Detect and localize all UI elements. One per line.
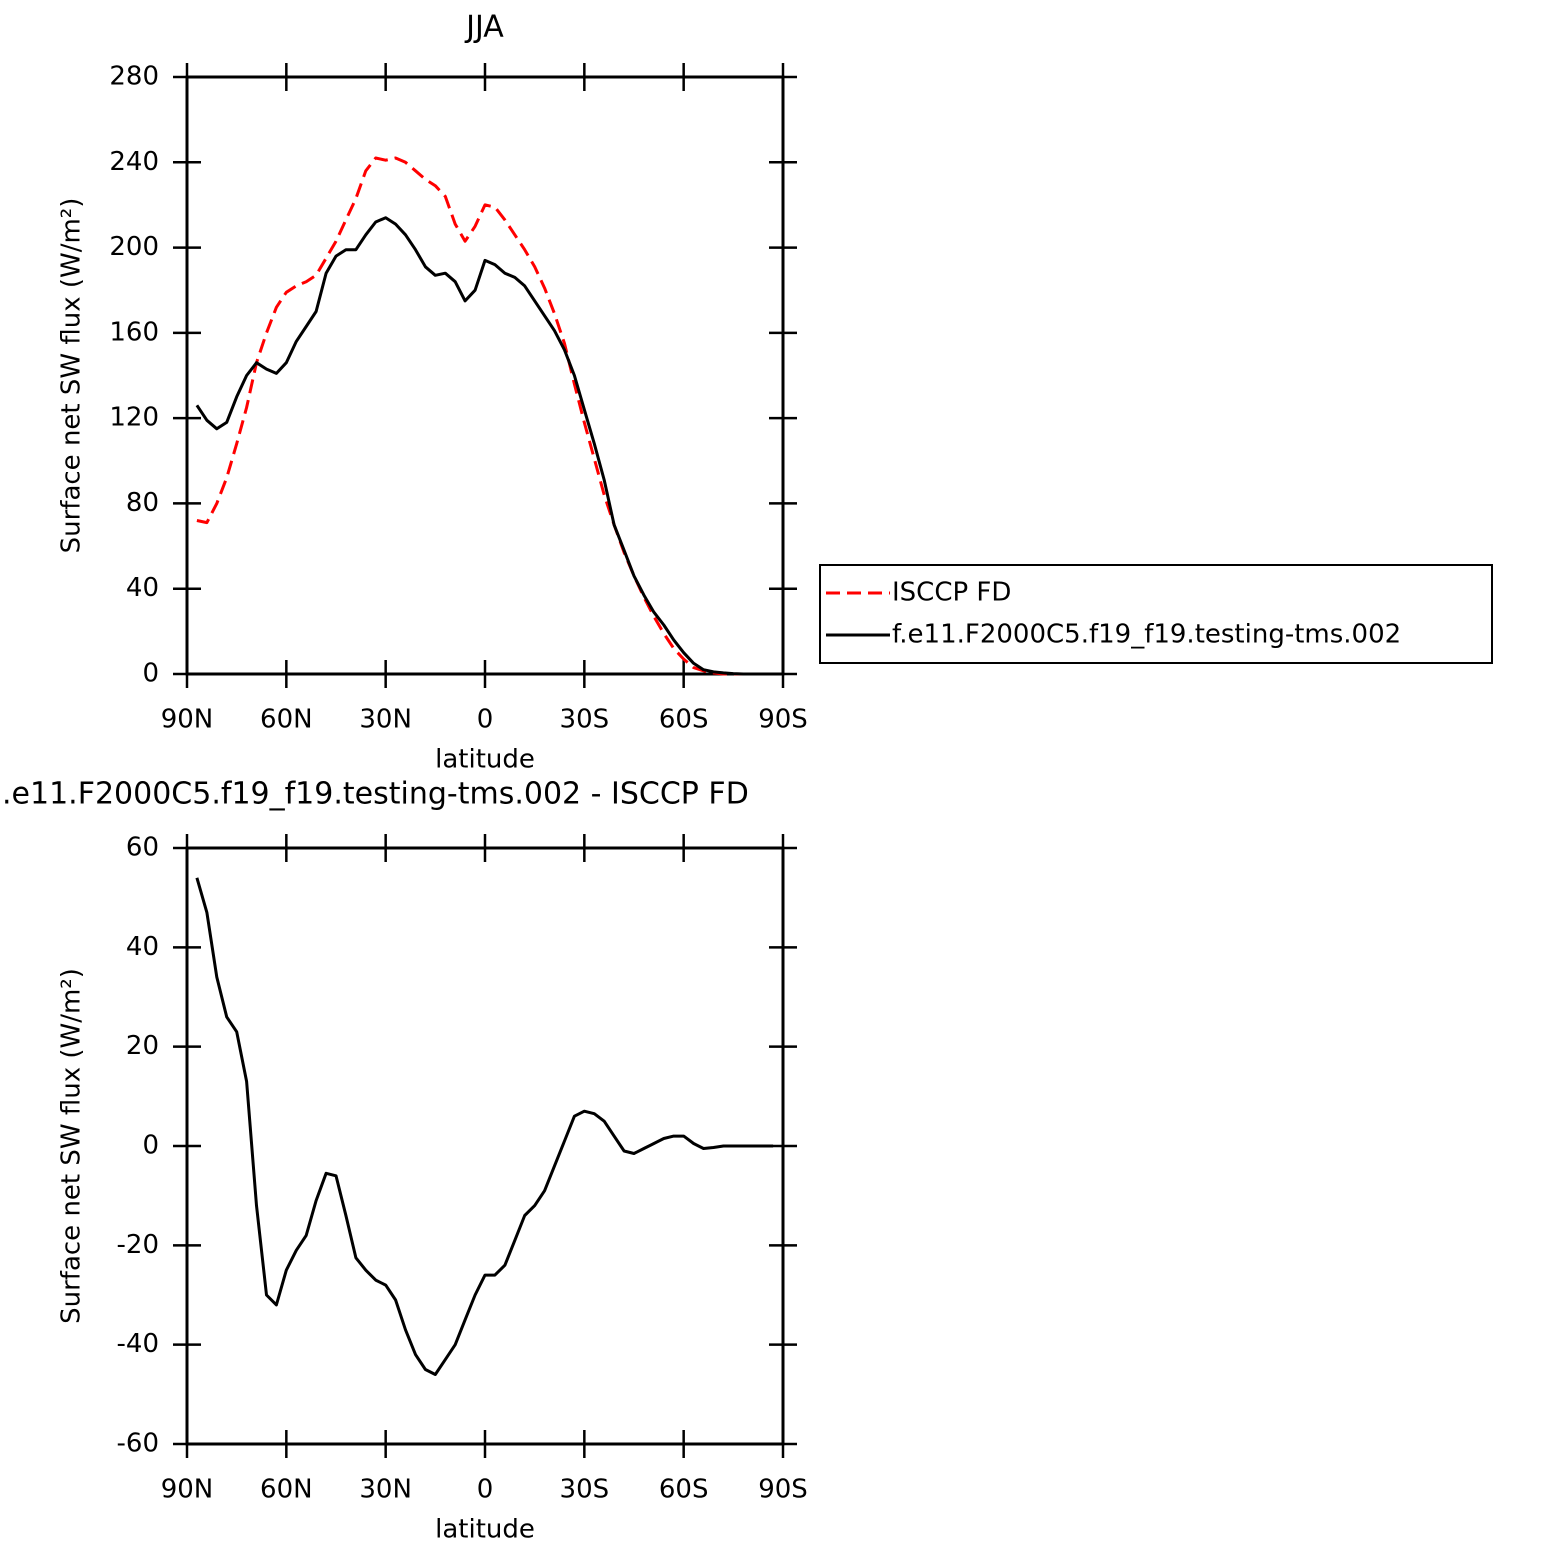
y-tick-label: 20 (126, 1031, 159, 1061)
data-line (195, 216, 774, 676)
x-axis-label: latitude (435, 745, 535, 775)
x-tick-label: 0 (477, 705, 494, 735)
y-tick-label: 200 (109, 232, 159, 262)
x-tick-label: 30N (359, 705, 412, 735)
x-tick-label: 60S (659, 705, 709, 735)
y-axis-label: Surface net SW flux (W/m²) (57, 968, 87, 1324)
data-line (195, 877, 774, 1376)
x-tick-label: 60S (659, 1475, 709, 1505)
x-tick-label: 0 (477, 1475, 494, 1505)
y-tick-label: 40 (126, 932, 159, 962)
chart-title: JJA (464, 10, 504, 45)
plot-frame (185, 75, 785, 676)
y-tick-label: 160 (109, 317, 159, 347)
x-tick-label: 30S (560, 705, 610, 735)
y-tick-label: 240 (109, 147, 159, 177)
y-tick-label: 280 (109, 62, 159, 92)
x-tick-label: 90S (758, 705, 808, 735)
y-tick-label: -60 (117, 1429, 159, 1459)
x-tick-label: 60N (260, 705, 313, 735)
x-tick-label: 60N (260, 1475, 313, 1505)
y-tick-label: 120 (109, 403, 159, 433)
x-axis-label: latitude (435, 1515, 535, 1545)
data-line (196, 156, 774, 676)
y-tick-label: 0 (142, 659, 159, 689)
x-tick-label: 30S (560, 1475, 610, 1505)
x-tick-label: 90N (161, 705, 214, 735)
y-axis-label: Surface net SW flux (W/m²) (57, 198, 87, 554)
x-tick-label: 90S (758, 1475, 808, 1505)
y-tick-label: 80 (126, 488, 159, 518)
legend-label: f.e11.F2000C5.f19_f19.testing-tms.002 (892, 620, 1401, 650)
x-tick-label: 90N (161, 1475, 214, 1505)
x-tick-label: 30N (359, 1475, 412, 1505)
y-tick-label: 40 (126, 573, 159, 603)
legend-box (819, 564, 1493, 664)
chart-title: .e11.F2000C5.f19_f19.testing-tms.002 - I… (2, 777, 749, 812)
y-tick-label: 0 (142, 1131, 159, 1161)
legend-label: ISCCP FD (892, 578, 1011, 608)
y-tick-label: -20 (117, 1230, 159, 1260)
plot-frame (185, 846, 785, 1446)
y-tick-label: -40 (117, 1329, 159, 1359)
y-tick-label: 60 (126, 833, 159, 863)
